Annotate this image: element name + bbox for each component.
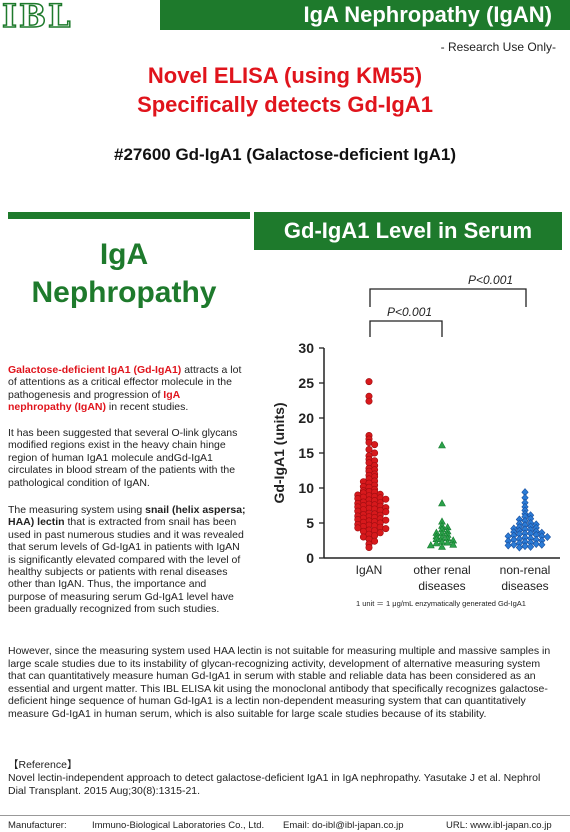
footer-email: Email: do-ibl@ibl-japan.co.jp [283,820,404,831]
category-label: diseases [501,579,548,593]
data-point-circle [382,525,390,533]
intro-paragraph: Galactose-deficient IgA1 (Gd-IgA1) attra… [8,364,246,414]
data-point-diamond [543,532,552,542]
ibl-logo: IBL [1,0,73,36]
logo-box [0,0,160,34]
y-tick-label: 15 [298,445,314,461]
data-point-circle [382,508,390,516]
data-point-circle [365,378,373,386]
reference-heading: 【Reference】 [8,759,78,771]
category-label: diseases [418,579,465,593]
lectin-term: snail (helix aspersa; HAA) lectin [8,504,246,529]
p-value-inner: P<0.001 [387,305,432,319]
iga-heading-line1: IgA [99,238,149,271]
footer-manufacturer: Immuno-Biological Laboratories Co., Ltd. [92,820,265,831]
footer-manufacturer-label: Manufacturer: [8,820,67,831]
significance-bracket-inner [369,320,443,337]
data-point-circle [382,516,390,524]
data-points [354,378,552,552]
data-point-circle [365,543,373,551]
data-point-diamond [538,540,546,549]
product-title: #27600 Gd-IgA1 (Galactose-deficient IgA1… [114,145,456,164]
data-point-diamond [504,541,512,550]
data-point-circle [371,449,379,457]
research-use-note: - Research Use Only- [440,40,556,54]
y-tick-label: 25 [298,375,314,391]
lectin-text-a: The measuring system using [8,504,146,516]
data-point-triangle [426,541,435,549]
category-label: other renal [413,563,470,577]
data-point-diamond [532,539,540,549]
data-point-diamond [521,542,529,551]
y-tick-label: 5 [306,515,314,531]
conclusion-paragraph: However, since the measuring system used… [8,645,551,720]
y-axis-label: Gd-IgA1 (units) [271,402,287,503]
main-title-line2: Specifically detects Gd-IgA1 [137,92,433,117]
footer-divider [0,815,570,816]
igan-term: IgA nephropathy (IgAN) [8,388,180,414]
y-tick-label: 10 [298,480,314,496]
data-point-triangle [432,539,441,547]
y-tick-label: 30 [298,340,314,356]
reference-text: Novel lectin-independent approach to det… [8,772,541,797]
category-label: non-renal [500,563,551,577]
header-title: IgA Nephropathy (IgAN) [303,2,553,27]
gd-iga1-chart: 0 5 10 15 20 25 30 Gd-IgA1 (units) IgAN other r… [271,273,560,608]
lectin-paragraph: The measuring system using snail (helix … [8,504,246,616]
data-point-circle [354,524,362,532]
data-point-circle [371,441,379,449]
lectin-text-c: that is extracted from snail has been us… [8,516,244,616]
banner-divider [8,212,250,219]
data-point-circle [382,495,390,503]
intro-text: attracts a lot of attentions as a critic… [8,364,242,401]
serum-banner: Gd-IgA1 Level in Serum [254,212,562,250]
data-point-circle [365,397,373,405]
data-point-triangle [449,540,458,548]
gd-iga1-term: Galactose-deficient IgA1 (Gd-IgA1) [8,364,182,376]
footer-url: URL: www.ibl-japan.co.jp [446,820,552,831]
y-tick-label: 20 [298,410,314,426]
data-point-triangle [438,499,446,507]
data-point-triangle [438,542,446,550]
glycan-paragraph: It has been suggested that several O-lin… [8,427,238,489]
data-point-circle [365,446,373,454]
iga-heading-line2: Nephropathy [31,276,217,309]
y-ticks: 0 5 10 15 20 25 30 [298,340,324,566]
data-point-triangle [443,538,452,546]
data-point-circle [371,537,379,545]
significance-bracket-outer [369,288,527,307]
data-point-circle [376,529,384,537]
category-labels: IgAN other renal diseases non-renal diseases [356,563,551,593]
p-value-outer: P<0.001 [468,273,513,287]
unit-footnote: 1 unit ＝ 1 μg/mL enzymatically generated… [356,599,526,608]
category-label: IgAN [356,563,383,577]
data-point-triangle [438,441,446,449]
y-tick-label: 0 [306,550,314,566]
data-point-diamond [510,540,518,549]
intro-end: in recent studies. [106,401,189,414]
main-title-line1: Novel ELISA (using KM55) [147,63,423,88]
data-point-diamond [515,543,524,552]
data-point-diamond [526,542,535,551]
